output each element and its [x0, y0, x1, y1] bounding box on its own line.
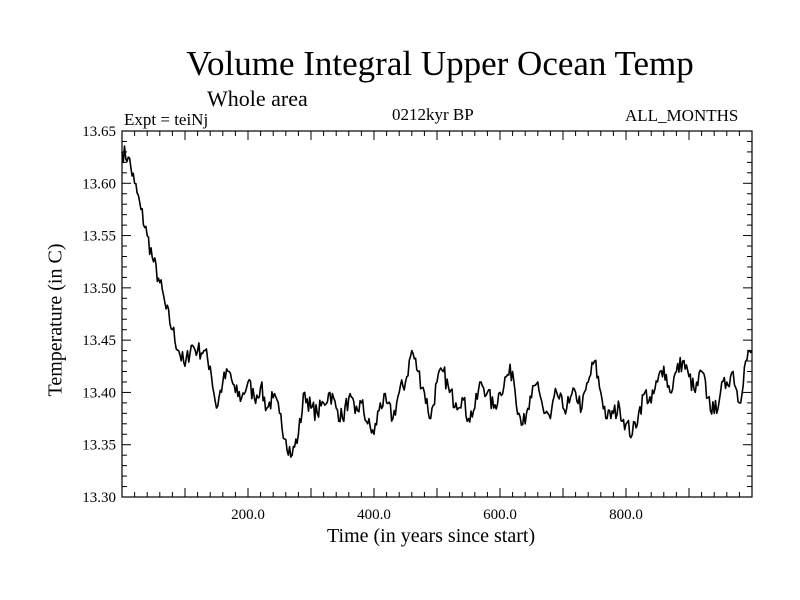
y-tick-label: 13.40 — [82, 385, 116, 401]
months-label: ALL_MONTHS — [625, 106, 739, 125]
series-layer — [121, 145, 753, 458]
axis-tick-labels: 200.0 400.0 600.0 800.0 13.30 13.35 13.40 13.45… — [82, 124, 643, 523]
x-tick-label: 600.0 — [483, 507, 517, 523]
period-label: 0212kyr BP — [392, 105, 474, 124]
y-tick-label: 13.45 — [82, 333, 116, 349]
series-line — [121, 145, 753, 458]
y-tick-label: 13.30 — [82, 490, 116, 506]
chart-title: Volume Integral Upper Ocean Temp — [186, 44, 694, 83]
y-tick-label: 13.50 — [82, 281, 116, 297]
x-tick-label: 800.0 — [609, 507, 643, 523]
y-axis-label: Temperature (in C) — [44, 243, 67, 397]
experiment-label: Expt = teiNj — [124, 110, 209, 129]
chart-subtitle: Whole area — [207, 86, 308, 111]
y-tick-label: 13.35 — [82, 438, 116, 454]
y-tick-label: 13.65 — [82, 124, 116, 140]
x-tick-label: 200.0 — [231, 507, 265, 523]
y-tick-label: 13.60 — [82, 176, 116, 192]
axis-ticks — [122, 131, 752, 497]
x-axis-label: Time (in years since start) — [327, 525, 536, 547]
y-tick-label: 13.55 — [82, 229, 116, 245]
plot-frame — [121, 130, 753, 498]
x-tick-label: 400.0 — [357, 507, 391, 523]
